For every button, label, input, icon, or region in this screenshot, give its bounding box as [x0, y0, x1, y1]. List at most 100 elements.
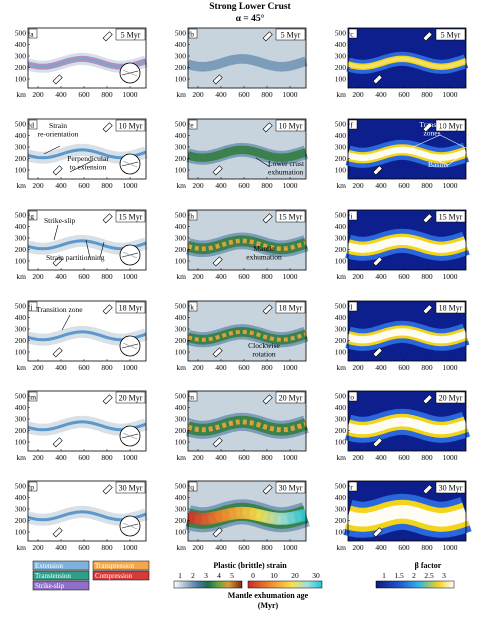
panel-k: k 18 Myr 500 400 300 200 100 km 200 400 600 800 1000 [175, 300, 309, 372]
panel-letter: c [350, 29, 354, 38]
x-unit-label: km [16, 272, 26, 281]
panel-p: p 30 Myr 500 400 300 200 100 km 200 400 600 800 1000 [15, 480, 148, 552]
panel-d: d 10 Myr 500 400 300 200 100 km 200 400 600 800 1000 [15, 118, 148, 190]
annotation-leader-line [99, 241, 105, 259]
x-tick-label: 200 [192, 181, 204, 190]
panel-letter: j [29, 302, 32, 311]
x-tick-label: 400 [215, 363, 227, 372]
annotation-h-mantle: Mantle [253, 244, 275, 253]
x-unit-label: km [176, 363, 186, 372]
x-tick-label: 200 [32, 181, 44, 190]
panel-letter: r [350, 482, 353, 491]
x-tick-label: 600 [78, 90, 90, 99]
plastic-strain-band [186, 53, 308, 72]
x-tick-label: 1000 [123, 453, 138, 462]
extension-arrow-icon [422, 394, 433, 405]
x-tick-label: 1000 [443, 181, 458, 190]
annotation-leader-line [85, 239, 91, 259]
panel-letter-box [28, 391, 38, 402]
y-tick-label: 100 [175, 348, 187, 357]
annotation-j-transition: Transition zone [36, 305, 83, 314]
mantle-exhumation-band [186, 506, 308, 525]
annotation-leader-line [401, 134, 441, 153]
x-tick-label: 600 [78, 363, 90, 372]
extension-arrow-icon [422, 304, 433, 315]
panel-letter: e [190, 120, 194, 129]
extension-arrow-icon [102, 484, 113, 495]
time-label-box [275, 481, 306, 494]
plastic-strain-core [187, 145, 308, 163]
y-tick-label: 100 [335, 438, 347, 447]
y-tick-label: 500 [335, 211, 347, 220]
extension-arrow-icon [422, 122, 433, 133]
x-unit-label: km [336, 453, 346, 462]
mantle-exhumation-core [187, 419, 307, 433]
extension-arrow-icon [422, 213, 433, 224]
y-tick-label: 300 [175, 325, 187, 334]
beta-core-band [347, 328, 468, 344]
x-tick-label: 1000 [443, 90, 458, 99]
panel-letter-box [28, 28, 38, 39]
panel-letter-box [188, 391, 198, 402]
time-label: 10 Myr [119, 122, 143, 131]
x-tick-label: 800 [421, 543, 433, 552]
x-tick-label: 200 [352, 363, 364, 372]
panel-a: a 5 Myr 500 400 300 200 100 km 200 400 600 800 1000 [15, 27, 148, 99]
y-tick-label: 300 [15, 325, 27, 334]
y-tick-label: 300 [15, 52, 27, 61]
x-unit-label: km [176, 90, 186, 99]
x-unit-label: km [16, 453, 26, 462]
legend-label: Extension [35, 562, 63, 570]
y-tick-label: 300 [15, 234, 27, 243]
extension-arrow-icon [372, 256, 383, 267]
y-tick-label: 400 [15, 131, 27, 140]
colorbar-tick-label: 2.5 [424, 571, 434, 580]
extension-arrow-icon [212, 437, 223, 448]
x-tick-label: 200 [32, 363, 44, 372]
x-unit-label: km [176, 272, 186, 281]
colorbar-tick-label: 5 [230, 571, 234, 580]
panel-frame [347, 480, 467, 542]
panel-frame [187, 300, 307, 362]
beta-core-band [346, 505, 469, 527]
annotation-leader-line [255, 157, 271, 168]
panel-letter: n [190, 392, 194, 401]
y-tick-label: 500 [175, 120, 187, 129]
x-tick-label: 1000 [283, 90, 298, 99]
y-tick-label: 200 [175, 426, 187, 435]
time-label: 15 Myr [119, 213, 143, 222]
x-tick-label: 600 [398, 272, 410, 281]
y-tick-label: 200 [175, 63, 187, 72]
stress-axis [122, 160, 138, 168]
time-label: 20 Myr [279, 394, 303, 403]
panel-letter: i [350, 211, 352, 220]
extension-arrow-icon [422, 484, 433, 495]
panel-letter-box [348, 28, 358, 39]
y-tick-label: 500 [335, 302, 347, 311]
panel-frame [27, 209, 147, 271]
time-label: 10 Myr [439, 122, 463, 131]
y-tick-label: 400 [175, 40, 187, 49]
time-label-box [435, 301, 466, 314]
colorbar-beta-factor: β factor 1 1.5 2 2.5 3 [375, 561, 455, 589]
panel-frame [27, 300, 147, 362]
colorbar-tick-label: 1 [178, 571, 182, 580]
time-label: 30 Myr [439, 484, 463, 493]
annotation-f-transfer: zones [423, 129, 440, 138]
time-label: 15 Myr [279, 213, 303, 222]
time-label: 18 Myr [439, 304, 463, 313]
annotation-d-perpendicular: to extension [70, 163, 107, 172]
time-label-box [435, 28, 466, 41]
time-label-box [115, 301, 146, 314]
x-tick-label: 200 [352, 453, 364, 462]
panel-letter-box [188, 210, 198, 221]
x-tick-label: 1000 [443, 453, 458, 462]
colorbar-tick-label: 3 [204, 571, 208, 580]
x-tick-label: 400 [55, 90, 67, 99]
annotation-f-transfer: Transfer [419, 120, 445, 129]
x-tick-label: 800 [421, 363, 433, 372]
x-tick-label: 1000 [443, 363, 458, 372]
x-tick-label: 600 [78, 181, 90, 190]
y-tick-label: 500 [335, 392, 347, 401]
colorbar-title: Plastic (brittle) strain [213, 561, 287, 570]
